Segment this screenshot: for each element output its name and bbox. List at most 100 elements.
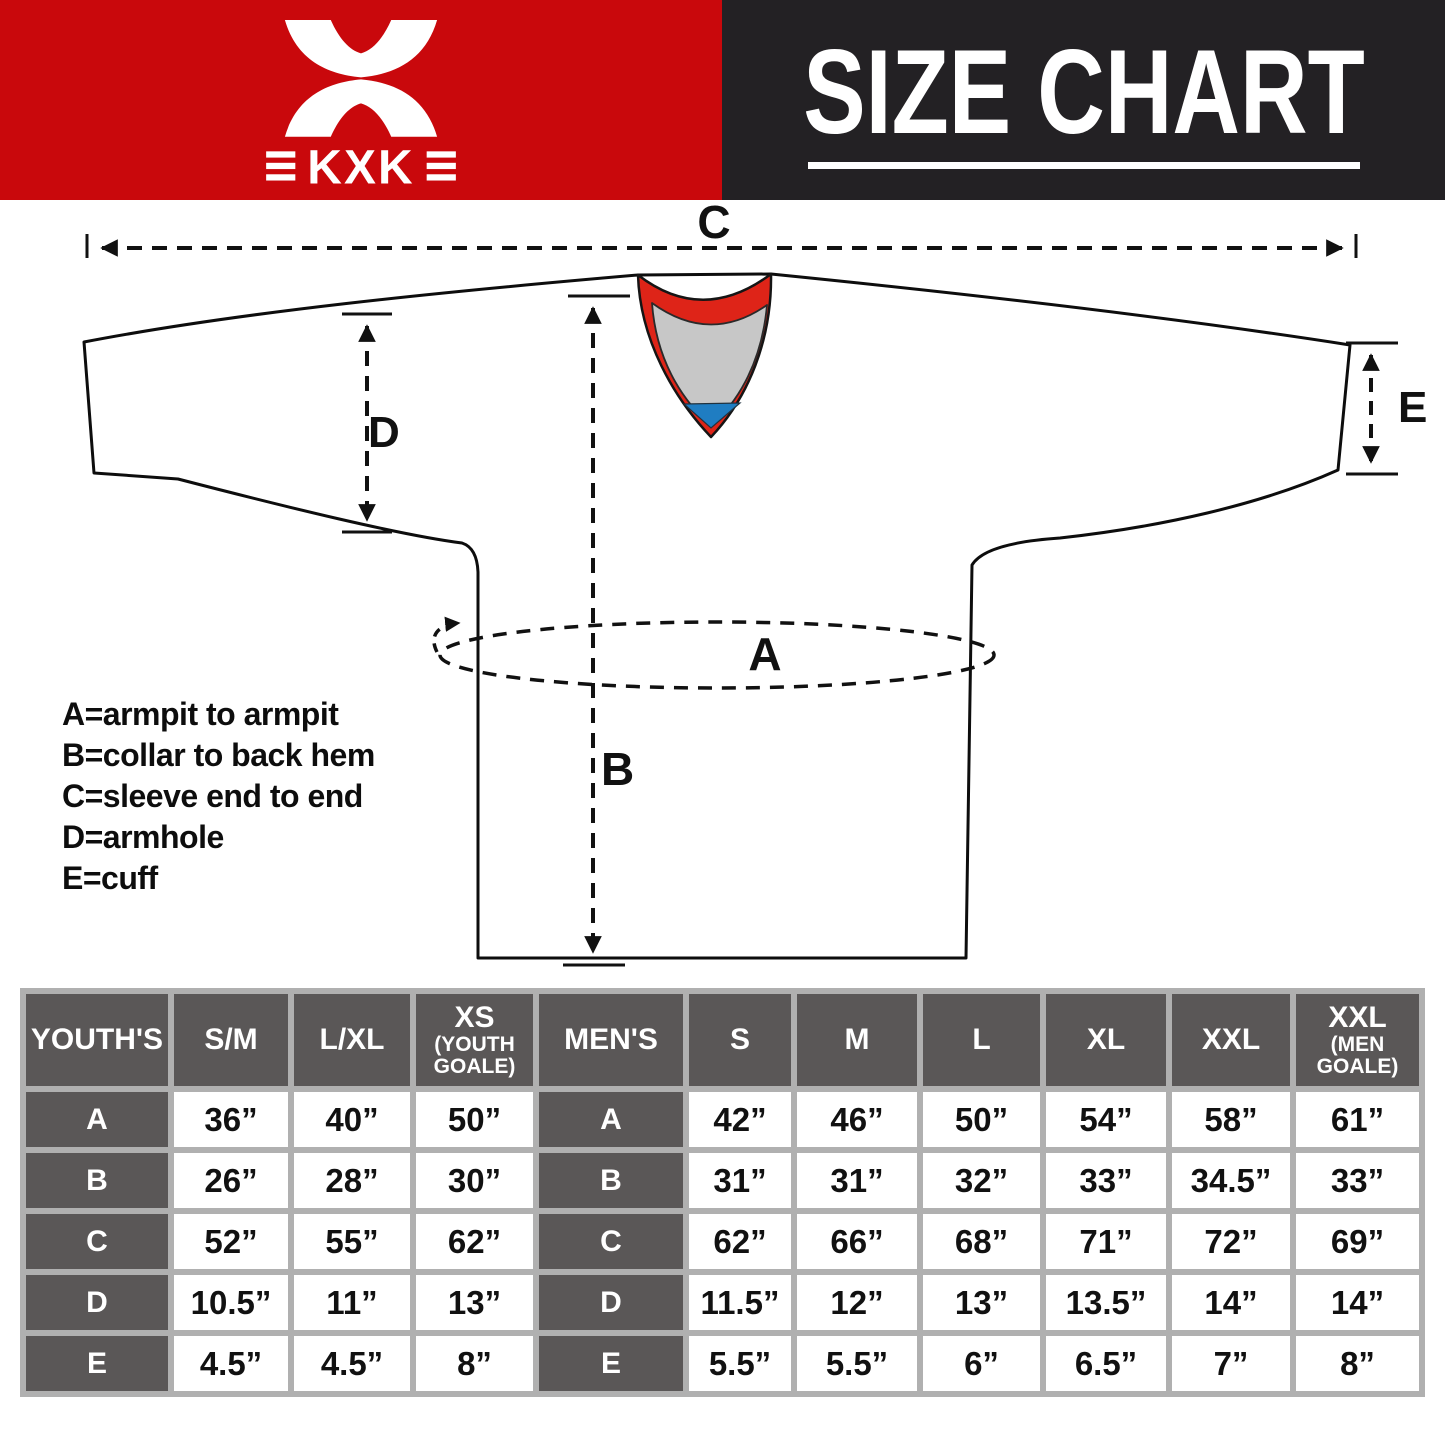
header-note: (MEN GOALE) bbox=[1316, 1032, 1399, 1078]
header-men-xxl: XXL bbox=[1172, 994, 1290, 1086]
header-mens: MEN'S bbox=[539, 994, 683, 1086]
table-row-e: E 4.5” 4.5” 8” E 5.5” 5.5” 6” 6.5” 7” 8” bbox=[26, 1336, 1419, 1391]
collar-blue-insert bbox=[682, 402, 742, 429]
header-label: XXL bbox=[1328, 1000, 1387, 1034]
measure-a bbox=[432, 616, 996, 690]
logo-text: KXK bbox=[307, 142, 414, 192]
cell: 33” bbox=[1046, 1153, 1166, 1208]
page-title: SIZE CHART bbox=[802, 24, 1365, 159]
row-label: D bbox=[539, 1275, 683, 1330]
measure-e bbox=[1346, 341, 1398, 476]
brand-banner: KXK bbox=[0, 0, 722, 200]
cell: 31” bbox=[797, 1153, 917, 1208]
size-table: YOUTH'S S/M L/XL XS (YOUTH GOALE) MEN'S … bbox=[20, 988, 1425, 1397]
cell: 69” bbox=[1296, 1214, 1419, 1269]
cell: 68” bbox=[923, 1214, 1040, 1269]
table-row-a: A 36” 40” 50” A 42” 46” 50” 54” 58” 61” bbox=[26, 1092, 1419, 1147]
header-men-xxl-goalie: XXL (MEN GOALE) bbox=[1296, 994, 1419, 1086]
legend-line-d: D=armhole bbox=[62, 819, 224, 855]
kxk-logo: KXK bbox=[266, 20, 456, 192]
cell: 6.5” bbox=[1046, 1336, 1166, 1391]
cell: 5.5” bbox=[797, 1336, 917, 1391]
title-banner: SIZE CHART bbox=[722, 0, 1445, 200]
row-label: C bbox=[26, 1214, 168, 1269]
header-note: (YOUTH GOALE) bbox=[433, 1032, 516, 1078]
cell: 26” bbox=[174, 1153, 288, 1208]
cell: 7” bbox=[1172, 1336, 1290, 1391]
cell: 13.5” bbox=[1046, 1275, 1166, 1330]
legend-line-e: E=cuff bbox=[62, 860, 158, 896]
cell: 28” bbox=[294, 1153, 410, 1208]
header-label: XS bbox=[454, 1000, 495, 1034]
legend-line-c: C=sleeve end to end bbox=[62, 778, 363, 814]
cell: 14” bbox=[1296, 1275, 1419, 1330]
cell: 34.5” bbox=[1172, 1153, 1290, 1208]
measure-label-a: A bbox=[748, 628, 781, 680]
measurement-legend: A=armpit to armpit B=collar to back hem … bbox=[62, 694, 375, 899]
cell: 36” bbox=[174, 1092, 288, 1147]
measure-label-c: C bbox=[697, 200, 730, 248]
row-label: B bbox=[539, 1153, 683, 1208]
cell: 4.5” bbox=[174, 1336, 288, 1391]
row-label: E bbox=[539, 1336, 683, 1391]
cell: 50” bbox=[416, 1092, 533, 1147]
measure-c bbox=[85, 234, 1358, 258]
cell: 50” bbox=[923, 1092, 1040, 1147]
row-label: B bbox=[26, 1153, 168, 1208]
cell: 61” bbox=[1296, 1092, 1419, 1147]
header-youth-lxl: L/XL bbox=[294, 994, 410, 1086]
cell: 54” bbox=[1046, 1092, 1166, 1147]
table-header-row: YOUTH'S S/M L/XL XS (YOUTH GOALE) MEN'S … bbox=[26, 994, 1419, 1086]
cell: 13” bbox=[416, 1275, 533, 1330]
table-row-c: C 52” 55” 62” C 62” 66” 68” 71” 72” 69” bbox=[26, 1214, 1419, 1269]
cell: 11” bbox=[294, 1275, 410, 1330]
header-youth-sm: S/M bbox=[174, 994, 288, 1086]
jersey-diagram: C D B A E bbox=[82, 200, 1427, 967]
legend-line-a: A=armpit to armpit bbox=[62, 696, 339, 732]
collar bbox=[636, 272, 773, 439]
cell: 8” bbox=[1296, 1336, 1419, 1391]
cell: 5.5” bbox=[689, 1336, 791, 1391]
cell: 62” bbox=[689, 1214, 791, 1269]
header-youths: YOUTH'S bbox=[26, 994, 168, 1086]
cell: 62” bbox=[416, 1214, 533, 1269]
header-men-m: M bbox=[797, 994, 917, 1086]
cell: 52” bbox=[174, 1214, 288, 1269]
row-label: D bbox=[26, 1275, 168, 1330]
cell: 46” bbox=[797, 1092, 917, 1147]
cell: 11.5” bbox=[689, 1275, 791, 1330]
measure-d bbox=[342, 312, 392, 534]
cell: 13” bbox=[923, 1275, 1040, 1330]
row-label: A bbox=[539, 1092, 683, 1147]
header-youth-xs-goalie: XS (YOUTH GOALE) bbox=[416, 994, 533, 1086]
row-label: C bbox=[539, 1214, 683, 1269]
cell: 6” bbox=[923, 1336, 1040, 1391]
cell: 58” bbox=[1172, 1092, 1290, 1147]
cell: 55” bbox=[294, 1214, 410, 1269]
row-label: A bbox=[26, 1092, 168, 1147]
header-men-s: S bbox=[689, 994, 791, 1086]
measure-b bbox=[563, 294, 630, 967]
collar-inner-gray bbox=[651, 302, 768, 427]
cell: 66” bbox=[797, 1214, 917, 1269]
title-underline bbox=[807, 161, 1360, 169]
measure-label-b: B bbox=[601, 743, 634, 795]
jersey-outline bbox=[82, 272, 1352, 960]
cell: 72” bbox=[1172, 1214, 1290, 1269]
cell: 42” bbox=[689, 1092, 791, 1147]
table-row-b: B 26” 28” 30” B 31” 31” 32” 33” 34.5” 33… bbox=[26, 1153, 1419, 1208]
cell: 12” bbox=[797, 1275, 917, 1330]
cell: 32” bbox=[923, 1153, 1040, 1208]
cell: 30” bbox=[416, 1153, 533, 1208]
cell: 14” bbox=[1172, 1275, 1290, 1330]
legend-line-b: B=collar to back hem bbox=[62, 737, 375, 773]
measure-label-d: D bbox=[368, 408, 400, 457]
kxk-x-icon bbox=[266, 20, 456, 181]
cell: 31” bbox=[689, 1153, 791, 1208]
row-label: E bbox=[26, 1336, 168, 1391]
header-men-xl: XL bbox=[1046, 994, 1166, 1086]
cell: 10.5” bbox=[174, 1275, 288, 1330]
cell: 4.5” bbox=[294, 1336, 410, 1391]
measure-label-e: E bbox=[1398, 383, 1427, 432]
